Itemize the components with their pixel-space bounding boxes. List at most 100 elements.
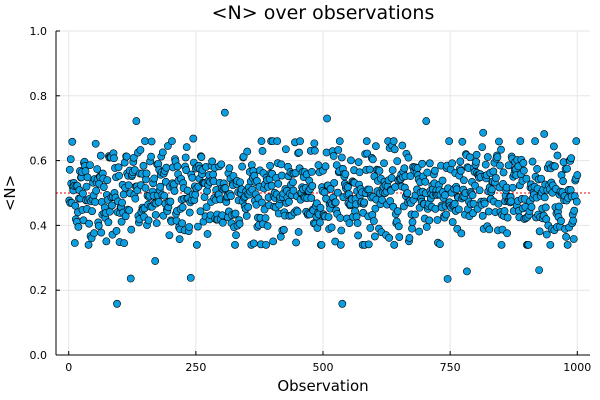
data-point xyxy=(152,219,161,228)
data-point xyxy=(422,117,431,125)
data-point xyxy=(390,145,399,154)
data-point xyxy=(118,198,127,207)
data-point xyxy=(354,158,363,167)
data-point xyxy=(193,222,202,231)
data-point xyxy=(225,164,234,173)
data-point xyxy=(344,183,352,192)
data-point xyxy=(528,157,537,166)
data-point xyxy=(433,216,442,224)
data-point xyxy=(533,165,542,173)
data-point xyxy=(324,213,333,221)
data-point xyxy=(104,218,113,227)
data-point xyxy=(403,189,412,198)
data-point xyxy=(559,177,567,186)
data-point xyxy=(516,137,525,146)
data-point xyxy=(448,159,457,168)
data-point xyxy=(385,234,394,242)
x-tick-label: 750 xyxy=(440,361,461,374)
data-point xyxy=(321,162,330,171)
data-point xyxy=(524,240,533,249)
data-point xyxy=(362,137,371,146)
data-point xyxy=(129,153,138,162)
y-axis-label: <N> xyxy=(1,175,19,211)
data-point xyxy=(310,139,319,148)
data-point xyxy=(436,240,444,248)
data-point xyxy=(82,182,91,191)
data-point xyxy=(231,209,240,218)
data-point xyxy=(337,226,346,235)
data-point xyxy=(326,185,335,193)
data-point xyxy=(352,212,361,221)
data-point xyxy=(108,201,116,210)
data-point xyxy=(422,223,431,231)
data-point xyxy=(113,299,121,308)
data-point xyxy=(79,216,88,225)
data-point xyxy=(398,141,407,150)
data-point xyxy=(122,152,131,161)
data-point xyxy=(438,176,447,185)
data-point xyxy=(257,137,266,146)
data-point xyxy=(289,186,298,195)
data-point xyxy=(563,240,572,249)
data-point xyxy=(178,219,187,228)
data-point xyxy=(141,184,150,192)
data-point xyxy=(289,178,297,187)
data-point xyxy=(329,152,338,160)
data-point xyxy=(448,218,457,226)
data-point xyxy=(261,214,270,223)
data-point xyxy=(162,163,171,172)
data-point xyxy=(479,128,488,137)
data-point xyxy=(371,142,380,151)
data-point xyxy=(333,188,342,197)
data-point xyxy=(519,166,528,175)
data-point xyxy=(425,216,434,225)
data-point xyxy=(92,186,101,195)
y-tick-label: 1.0 xyxy=(30,25,48,38)
data-point xyxy=(94,221,103,230)
data-point xyxy=(355,168,364,177)
data-point xyxy=(475,186,484,195)
data-point xyxy=(102,237,111,246)
data-point xyxy=(147,152,156,161)
data-point xyxy=(99,183,108,191)
data-point xyxy=(127,225,136,234)
data-point xyxy=(406,172,415,181)
data-point xyxy=(263,222,272,230)
data-point xyxy=(485,225,494,234)
data-point xyxy=(404,153,413,162)
data-point xyxy=(400,164,409,173)
data-point xyxy=(178,203,187,212)
data-point xyxy=(563,164,572,173)
data-point xyxy=(277,160,286,169)
data-point xyxy=(387,174,396,182)
data-point xyxy=(484,207,493,216)
data-point xyxy=(209,170,218,179)
data-point xyxy=(341,170,350,178)
data-point xyxy=(217,160,226,169)
data-point xyxy=(442,210,450,219)
data-point xyxy=(97,228,106,237)
data-point xyxy=(131,194,140,203)
data-point xyxy=(242,211,251,220)
data-point xyxy=(231,240,239,249)
data-point xyxy=(408,224,416,233)
axis-ticks: 0 250 500 750 1000 0.0 0.2 0.4 0.6 0.8 1.0 xyxy=(30,25,592,374)
data-point xyxy=(541,203,550,212)
data-point xyxy=(337,153,346,162)
data-point xyxy=(335,137,344,146)
data-point xyxy=(463,267,471,276)
data-point xyxy=(466,153,474,162)
data-point xyxy=(353,219,362,228)
data-point xyxy=(132,117,141,125)
data-point xyxy=(468,191,477,200)
data-point xyxy=(522,174,531,183)
data-point xyxy=(378,195,386,204)
data-point xyxy=(114,163,123,172)
data-point xyxy=(421,177,430,186)
data-point xyxy=(354,231,362,240)
data-point xyxy=(91,198,100,206)
x-tick-label: 500 xyxy=(313,361,334,374)
data-point xyxy=(274,179,283,188)
data-point xyxy=(458,137,467,146)
